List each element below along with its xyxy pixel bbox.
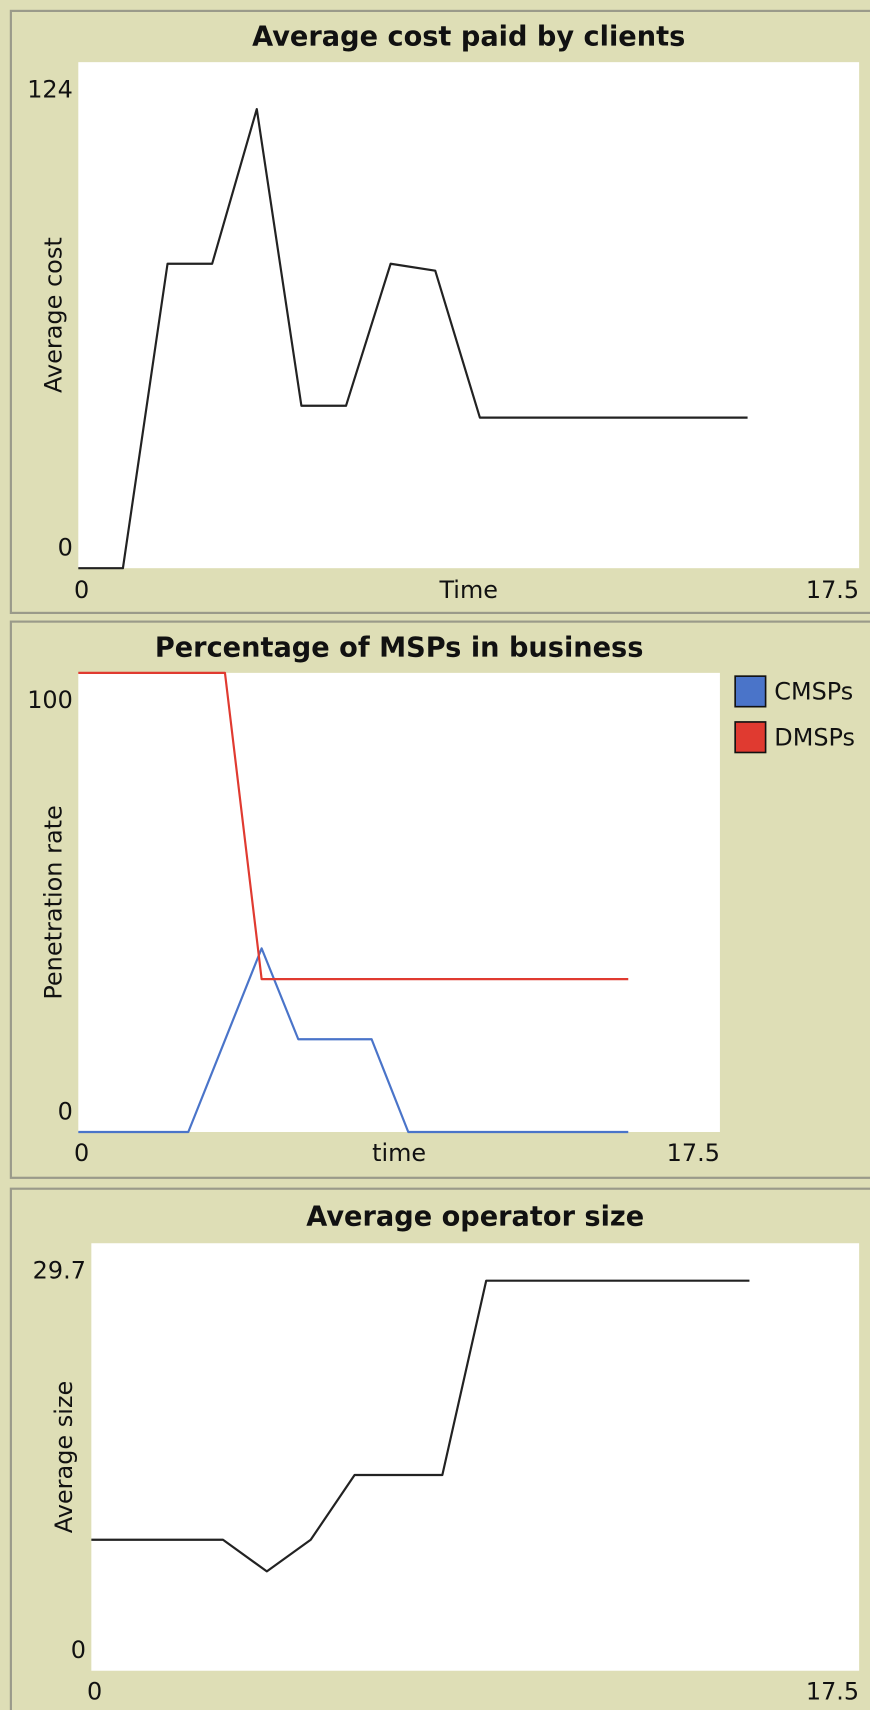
x-tick-label: 17.5 [806,1678,859,1706]
legend-swatch [734,675,767,708]
x-tick-label: 0 [74,1139,89,1167]
data-line [78,671,629,981]
y-axis-label: Penetration rate [39,805,67,999]
y-axis-label: Average size [50,1381,78,1534]
x-tick-label: 0 [87,1678,102,1706]
data-line [78,108,748,570]
plot-title: Average cost paid by clients [252,22,685,53]
plot-area [78,62,860,569]
plot-title: Average operator size [306,1202,644,1233]
y-axis-label: Average cost [39,237,67,393]
x-tick-label: 17.5 [806,576,859,604]
legend-label: CMSPs [774,677,853,705]
legend-swatch [734,721,767,754]
y-tick-label: 0 [58,534,73,562]
plot-title: Percentage of MSPs in business [155,632,644,663]
plot-area [78,672,720,1133]
x-tick-label: 0 [74,576,89,604]
y-tick-label: 0 [58,1097,73,1125]
data-line [78,947,629,1134]
y-tick-label: 0 [71,1636,86,1664]
y-tick-label: 100 [27,686,73,714]
legend-label: DMSPs [774,723,855,751]
data-line [91,1279,750,1573]
x-tick-label: 17.5 [667,1139,720,1167]
x-axis-label: Time [438,576,498,604]
y-tick-label: 124 [27,75,73,103]
x-axis-label: time [372,1139,426,1167]
y-tick-label: 29.7 [33,1257,86,1285]
plot-area [91,1243,860,1671]
